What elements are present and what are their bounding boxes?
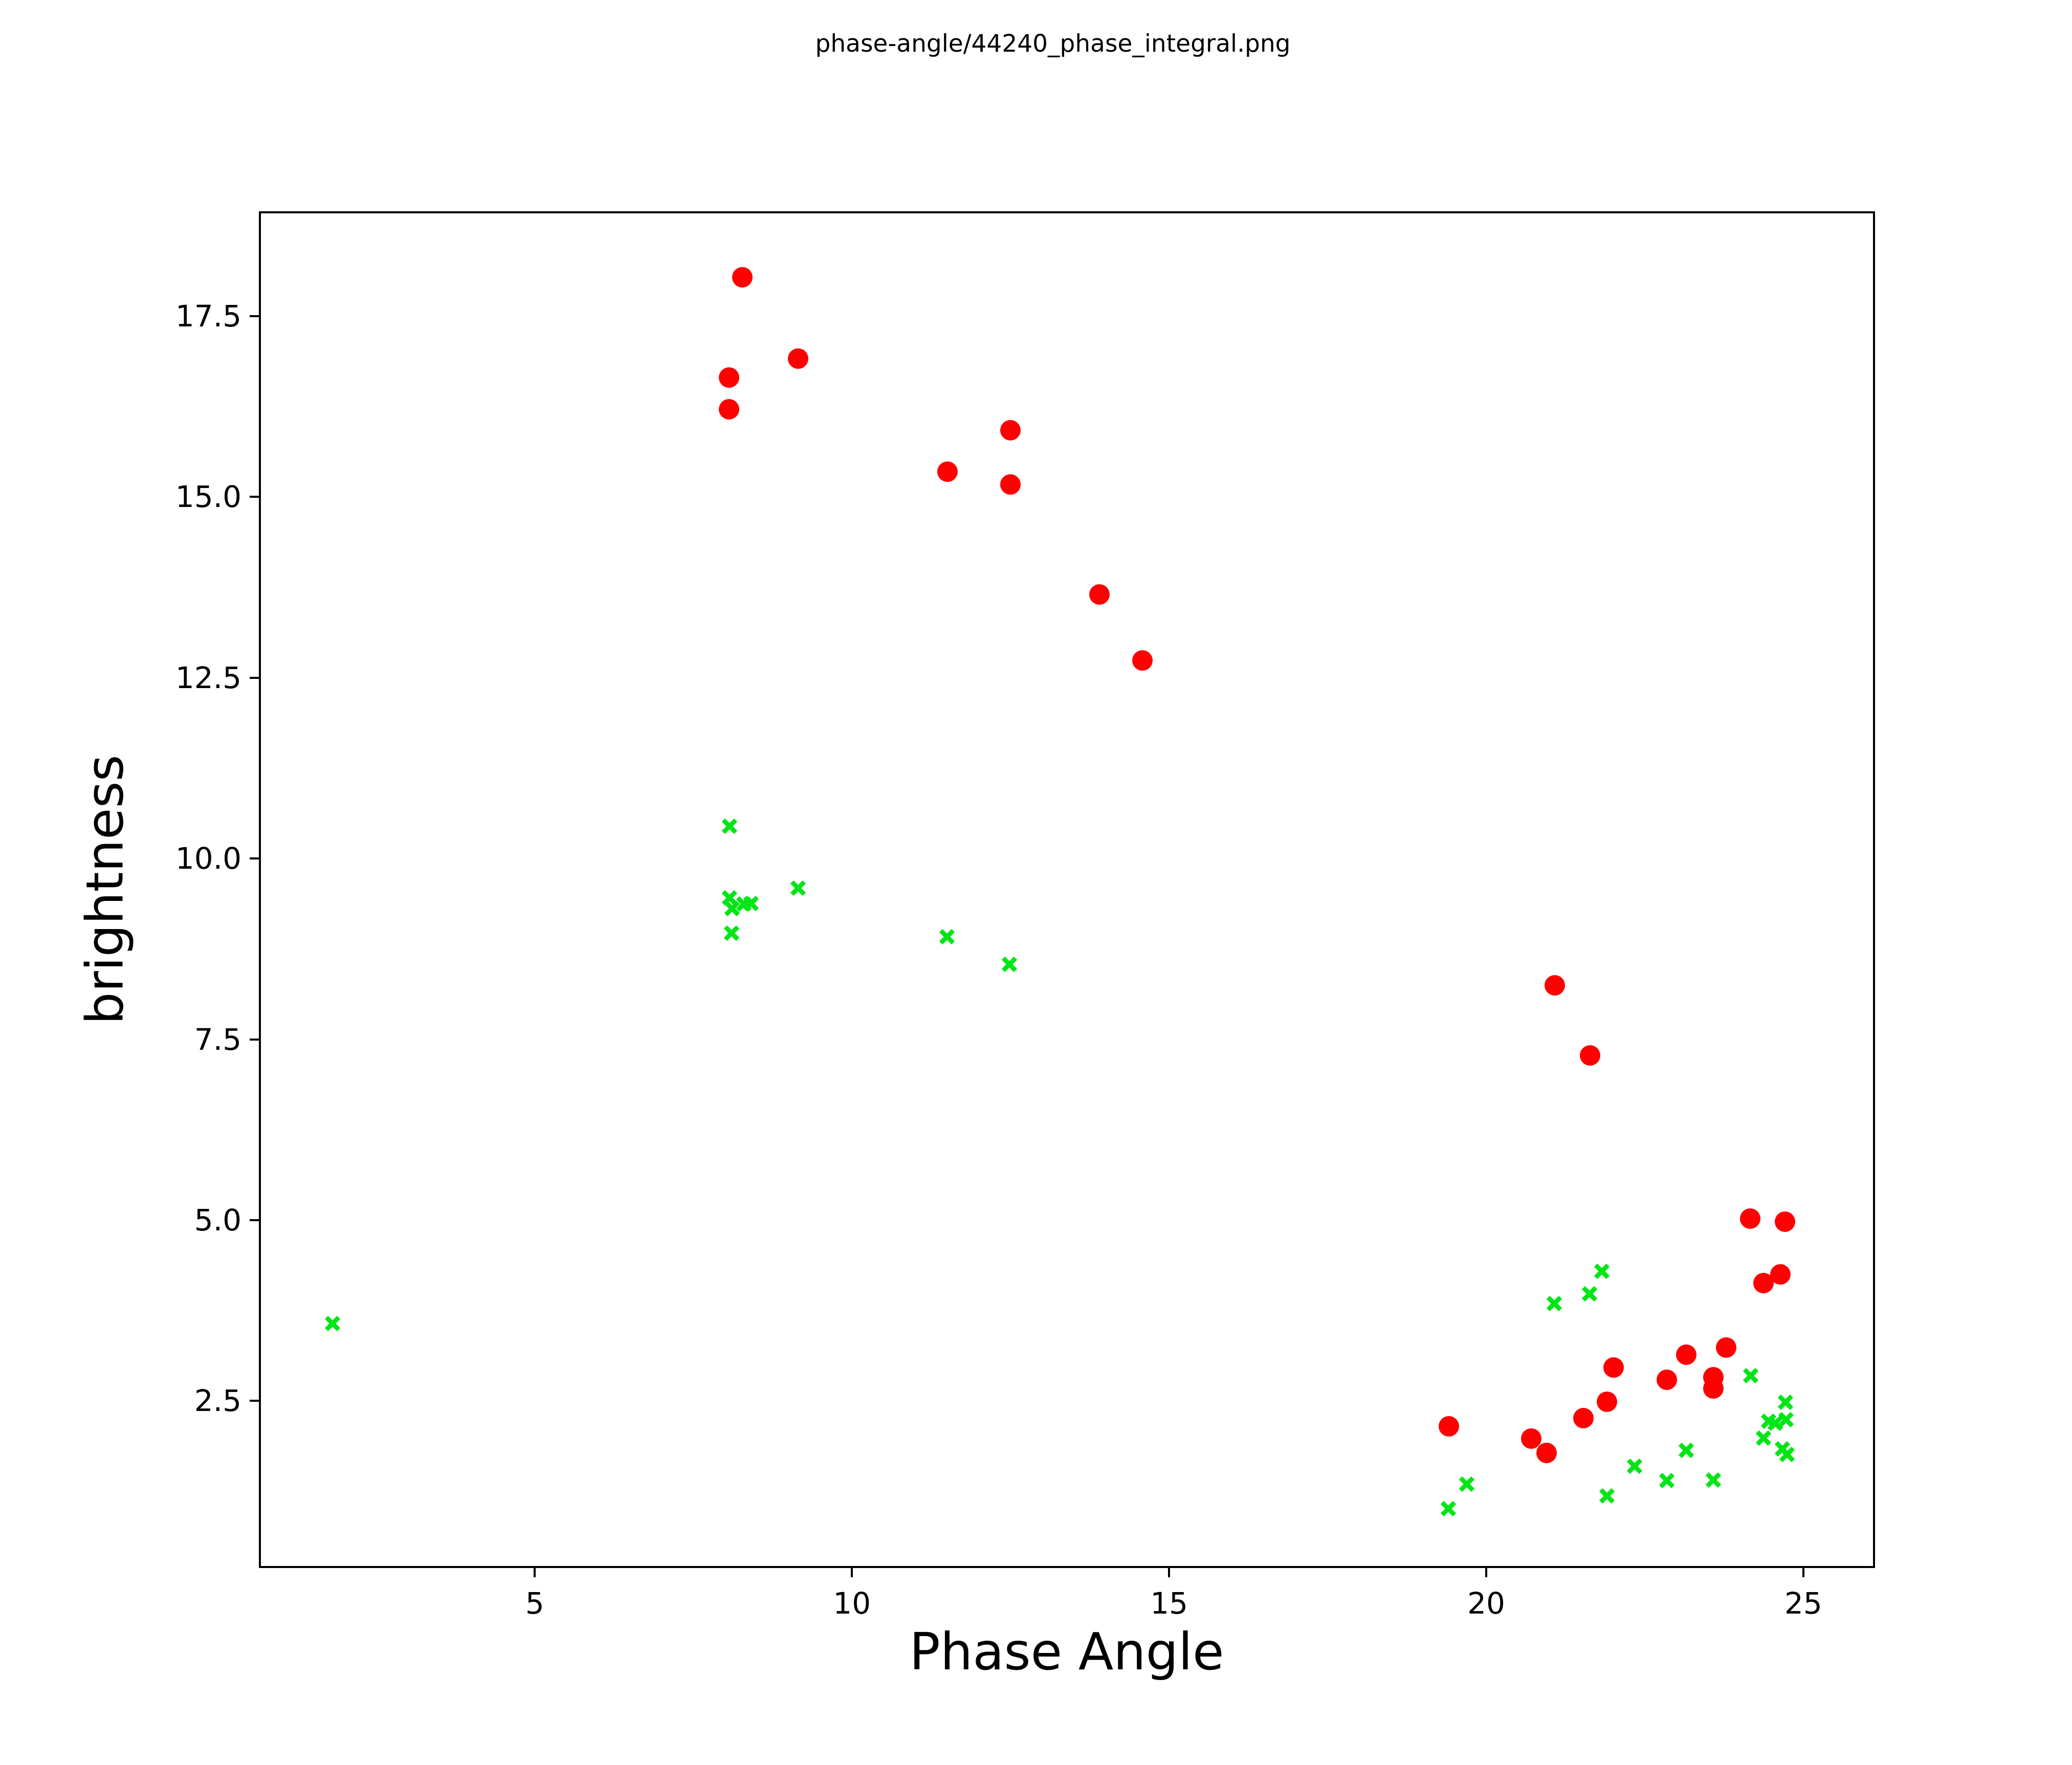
y-tick-label: 15.0 — [175, 479, 241, 515]
data-point-red-circle — [1739, 1208, 1760, 1229]
x-tick-label: 5 — [525, 1586, 544, 1621]
data-point-green-x — [721, 890, 738, 906]
data-point-green-x — [1626, 1458, 1643, 1474]
data-point-red-circle — [937, 461, 958, 482]
data-point-green-x — [1546, 1295, 1562, 1311]
data-point-red-circle — [718, 367, 739, 388]
y-axis-label: brightness — [75, 755, 135, 1025]
y-tick — [250, 496, 259, 498]
y-tick-label: 17.5 — [175, 298, 241, 334]
data-point-red-circle — [1089, 584, 1110, 605]
data-point-red-circle — [1774, 1211, 1795, 1232]
data-point-green-x — [1459, 1476, 1474, 1492]
x-tick-label: 25 — [1784, 1586, 1822, 1621]
data-point-green-x — [1659, 1472, 1675, 1489]
data-point-red-circle — [1703, 1378, 1724, 1399]
data-point-red-circle — [1438, 1416, 1459, 1437]
data-point-red-circle — [732, 267, 753, 288]
data-point-green-x — [743, 895, 759, 912]
data-point-green-x — [324, 1316, 340, 1332]
x-tick — [1485, 1568, 1487, 1577]
data-point-green-x — [1705, 1472, 1722, 1488]
y-tick — [250, 315, 259, 317]
data-point-green-x — [1743, 1367, 1759, 1384]
x-axis-label: Phase Angle — [909, 1622, 1224, 1682]
data-point-red-circle — [1536, 1443, 1557, 1464]
data-point-red-circle — [1603, 1357, 1624, 1378]
data-point-green-x — [1440, 1501, 1456, 1517]
x-tick — [851, 1568, 853, 1577]
y-tick-label: 2.5 — [194, 1383, 241, 1419]
data-point-red-circle — [1521, 1428, 1542, 1449]
data-point-green-x — [721, 818, 738, 834]
data-point-green-x — [1778, 1395, 1794, 1410]
figure-title: phase-angle/44240_phase_integral.png — [815, 30, 1291, 58]
data-point-green-x — [1678, 1442, 1694, 1458]
data-point-red-circle — [1676, 1344, 1696, 1365]
data-point-green-x — [724, 900, 740, 916]
data-point-green-x — [1768, 1416, 1783, 1431]
data-point-red-circle — [1000, 420, 1021, 441]
data-point-red-circle — [1715, 1337, 1736, 1358]
data-point-green-x — [1755, 1430, 1771, 1446]
data-point-green-x — [723, 925, 739, 941]
data-point-green-x — [1778, 1412, 1794, 1428]
data-point-red-circle — [1573, 1408, 1594, 1429]
data-point-red-circle — [1580, 1045, 1601, 1066]
data-point-red-circle — [1544, 975, 1565, 996]
data-point-red-circle — [1000, 474, 1021, 495]
data-point-red-circle — [1132, 650, 1153, 671]
data-point-green-x — [1581, 1286, 1598, 1302]
x-tick-label: 10 — [833, 1586, 871, 1621]
x-tick-label: 15 — [1150, 1586, 1188, 1621]
y-tick — [250, 857, 259, 860]
y-tick-label: 12.5 — [175, 660, 241, 695]
data-point-red-circle — [1753, 1273, 1774, 1294]
x-tick-label: 20 — [1467, 1586, 1505, 1621]
data-point-green-x — [1599, 1488, 1615, 1504]
y-tick — [250, 1219, 259, 1222]
x-tick — [534, 1568, 536, 1577]
data-point-green-x — [1001, 956, 1017, 972]
data-point-green-x — [790, 880, 806, 896]
y-tick — [250, 676, 259, 679]
data-point-red-circle — [1657, 1370, 1678, 1391]
y-tick-label: 7.5 — [194, 1022, 241, 1057]
y-tick-label: 10.0 — [175, 841, 241, 876]
y-tick — [250, 1038, 259, 1041]
x-tick — [1168, 1568, 1171, 1577]
data-point-green-x — [1779, 1446, 1795, 1463]
data-point-red-circle — [1596, 1391, 1617, 1412]
plot-area — [259, 211, 1875, 1568]
data-point-red-circle — [787, 348, 808, 369]
data-point-green-x — [1594, 1264, 1610, 1279]
y-tick-label: 5.0 — [194, 1203, 241, 1238]
data-point-green-x — [939, 929, 955, 945]
x-tick — [1802, 1568, 1804, 1577]
data-point-red-circle — [1770, 1264, 1791, 1285]
y-tick — [250, 1400, 259, 1402]
data-point-red-circle — [718, 399, 739, 420]
